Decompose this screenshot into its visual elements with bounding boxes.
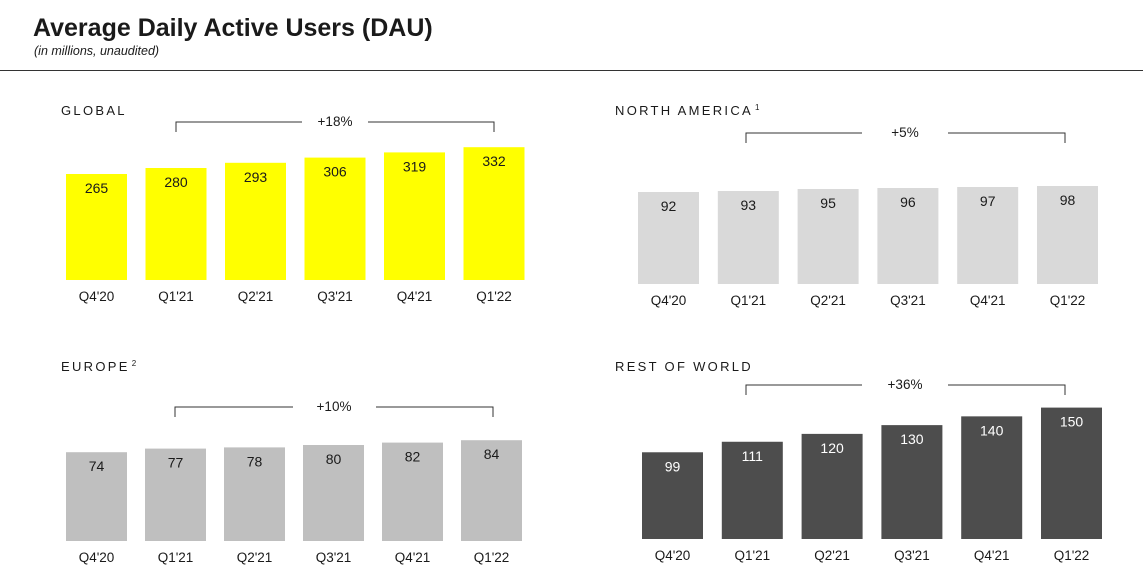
rest-of-world-tick-label: Q4'20 <box>655 548 691 563</box>
north-america-bar-value: 95 <box>820 195 836 211</box>
north-america-footnote: 1 <box>755 103 760 112</box>
global-tick-label: Q1'22 <box>476 289 512 304</box>
north-america-bar <box>638 192 699 284</box>
europe-bar-value: 77 <box>168 455 184 471</box>
europe-bar-value: 78 <box>247 453 263 469</box>
europe-bar-value: 74 <box>89 458 105 474</box>
rest-of-world-bar-value: 111 <box>742 448 763 464</box>
rest-of-world-tick-label: Q1'22 <box>1054 548 1090 563</box>
global-bar-value: 265 <box>85 180 109 196</box>
rest-of-world-bar-value: 130 <box>900 431 924 447</box>
rest-of-world-tick-label: Q1'21 <box>734 548 770 563</box>
rest-of-world-bar <box>721 441 783 539</box>
title-divider <box>0 70 1143 71</box>
rest-of-world-bar <box>642 452 703 539</box>
europe-bar <box>382 442 443 541</box>
europe-bar-value: 82 <box>405 449 421 465</box>
global-tick-label: Q2'21 <box>238 289 274 304</box>
north-america-growth-label: +5% <box>891 125 918 140</box>
global-tick-label: Q4'21 <box>397 289 433 304</box>
global-tick-label: Q4'20 <box>79 289 115 304</box>
europe-tick-label: Q4'21 <box>395 550 431 565</box>
global-bar <box>145 168 207 280</box>
global-bar-value: 332 <box>482 153 506 169</box>
global-bar-value: 306 <box>323 164 347 180</box>
rest-of-world-bar-value: 150 <box>1060 414 1084 430</box>
north-america-bar-value: 97 <box>980 193 996 209</box>
north-america-tick-label: Q1'22 <box>1050 293 1086 308</box>
north-america-bar-value: 92 <box>661 198 677 214</box>
rest-of-world-panel-label: REST OF WORLD <box>615 359 753 374</box>
europe-bar <box>66 452 127 541</box>
north-america-bar <box>717 191 779 284</box>
rest-of-world-bar-value: 120 <box>820 440 844 456</box>
europe-tick-label: Q3'21 <box>316 550 352 565</box>
north-america-panel: NORTH AMERICA 1 +5% 92 Q4'20 93 Q1'21 95 Q2'21 96… <box>615 103 1098 308</box>
global-bar-value: 319 <box>403 158 427 174</box>
global-tick-label: Q1'21 <box>158 289 194 304</box>
north-america-tick-label: Q3'21 <box>890 293 926 308</box>
rest-of-world-bar-value: 99 <box>665 458 681 474</box>
north-america-panel-label: NORTH AMERICA 1 <box>615 103 760 118</box>
north-america-tick-label: Q2'21 <box>810 293 846 308</box>
rest-of-world-bar <box>801 433 863 539</box>
europe-growth-bracket <box>174 406 494 417</box>
rest-of-world-bar <box>1041 407 1102 539</box>
page-subtitle: (in millions, unaudited) <box>34 44 160 58</box>
north-america-growth-bracket <box>745 132 1066 143</box>
north-america-bar <box>957 187 1019 284</box>
rest-of-world-tick-label: Q2'21 <box>814 548 850 563</box>
europe-tick-label: Q1'22 <box>474 550 510 565</box>
north-america-bar-value: 96 <box>900 194 916 210</box>
rest-of-world-growth-label: +36% <box>888 377 923 392</box>
global-bar <box>384 152 445 280</box>
europe-panel: EUROPE 2 +10% 74 Q4'20 77 Q1'21 78 Q2'21 80 Q3'21 8… <box>61 359 522 565</box>
europe-bar-value: 84 <box>484 446 500 462</box>
global-bar <box>66 174 127 280</box>
global-bar-value: 293 <box>244 169 268 185</box>
rest-of-world-tick-label: Q4'21 <box>974 548 1010 563</box>
rest-of-world-panel: REST OF WORLD +36% 99 Q4'20 111 Q1'21 120 Q2'21… <box>615 359 1102 563</box>
global-bar <box>304 157 366 280</box>
page-title: Average Daily Active Users (DAU) <box>33 14 433 42</box>
global-panel-label: GLOBAL <box>61 103 127 118</box>
rest-of-world-growth-bracket <box>745 384 1066 395</box>
global-bar-value: 280 <box>164 174 188 190</box>
europe-bar <box>303 445 364 541</box>
global-panel: GLOBAL +18% 265 Q4'20 280 Q1'21 293 Q2'21 306 Q3'… <box>61 103 525 304</box>
global-bar <box>225 162 286 280</box>
europe-bar <box>145 448 206 541</box>
north-america-tick-label: Q4'20 <box>651 293 687 308</box>
rest-of-world-tick-label: Q3'21 <box>894 548 930 563</box>
global-bar <box>463 147 525 280</box>
europe-panel-label: EUROPE 2 <box>61 359 137 374</box>
europe-bar <box>224 447 285 541</box>
rest-of-world-bar-value: 140 <box>980 422 1004 438</box>
europe-growth-label: +10% <box>317 399 352 414</box>
north-america-bar-value: 93 <box>741 197 757 213</box>
north-america-tick-label: Q1'21 <box>730 293 766 308</box>
north-america-bar-value: 98 <box>1060 192 1076 208</box>
europe-bar-value: 80 <box>326 451 342 467</box>
europe-tick-label: Q1'21 <box>158 550 194 565</box>
europe-bar <box>461 440 522 541</box>
europe-footnote: 2 <box>132 359 137 368</box>
north-america-bar <box>1037 186 1098 284</box>
rest-of-world-bar <box>881 425 943 539</box>
global-growth-label: +18% <box>318 114 353 129</box>
global-tick-label: Q3'21 <box>317 289 353 304</box>
rest-of-world-bar <box>961 416 1023 539</box>
north-america-tick-label: Q4'21 <box>970 293 1006 308</box>
europe-tick-label: Q4'20 <box>79 550 115 565</box>
europe-tick-label: Q2'21 <box>237 550 273 565</box>
north-america-bar <box>797 189 859 284</box>
north-america-bar <box>877 188 939 284</box>
global-growth-bracket <box>175 121 495 132</box>
